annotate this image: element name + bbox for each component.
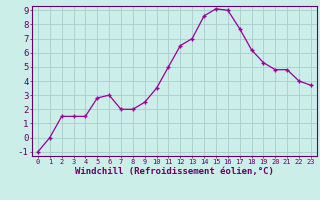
X-axis label: Windchill (Refroidissement éolien,°C): Windchill (Refroidissement éolien,°C)	[75, 167, 274, 176]
